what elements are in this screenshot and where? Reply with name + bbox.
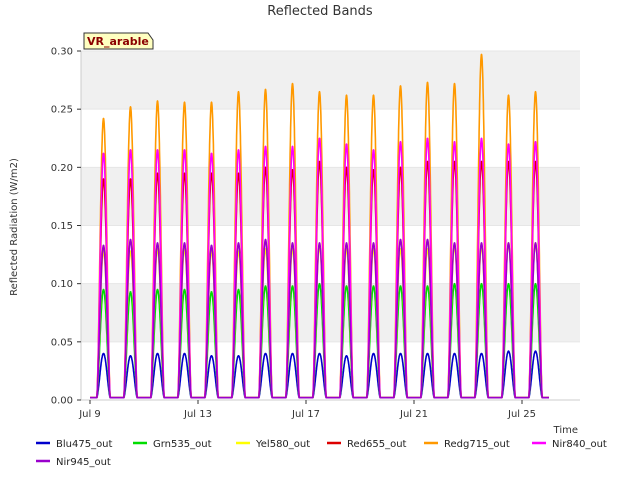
y-tick-label: 0.05 [51, 337, 73, 348]
y-tick-label: 0.30 [51, 47, 73, 58]
y-tick-label: 0.00 [51, 396, 73, 407]
legend-label-redg715_out: Redg715_out [444, 439, 510, 450]
legend-label-yel580_out: Yel580_out [255, 439, 310, 450]
legend-label-blu475_out: Blu475_out [56, 439, 113, 450]
legend-label-nir945_out: Nir945_out [56, 457, 111, 468]
y-tick-label: 0.25 [51, 105, 73, 116]
grid-band [81, 51, 580, 110]
grid-band [81, 167, 580, 226]
x-tick-label: Jul 21 [399, 409, 428, 420]
y-tick-label: 0.10 [51, 279, 73, 290]
x-axis-title: Time [553, 425, 578, 436]
legend: Blu475_out Grn535_out Yel580_out Red655_out… [36, 439, 607, 468]
y-axis-title: Reflected Radiation (W/m2) [9, 158, 20, 296]
station-badge: VR_arable [83, 32, 154, 50]
badge-background [83, 32, 154, 50]
axes: 0.00 0.05 0.10 0.15 0.20 0.25 0.30 Jul 9 Jul 13 J… [51, 47, 580, 420]
y-tick-label: 0.20 [51, 163, 73, 174]
x-tick-label: Jul 25 [507, 409, 536, 420]
legend-label-grn535_out: Grn535_out [153, 439, 212, 450]
series-line-nir945_out [90, 238, 549, 399]
y-tick-label: 0.15 [51, 221, 73, 232]
series-line-nir840_out [90, 137, 549, 399]
x-tick-label: Jul 13 [183, 409, 212, 420]
grid-band [81, 283, 580, 342]
legend-label-nir840_out: Nir840_out [552, 439, 607, 450]
series-lines [90, 53, 549, 399]
x-tick-label: Jul 17 [291, 409, 320, 420]
series-line-blu475_out [90, 350, 549, 399]
x-tick-label: Jul 9 [78, 409, 101, 420]
badge-label: VR_arable [87, 35, 149, 48]
chart-title: Reflected Bands [267, 4, 373, 19]
legend-label-red655_out: Red655_out [347, 439, 407, 450]
